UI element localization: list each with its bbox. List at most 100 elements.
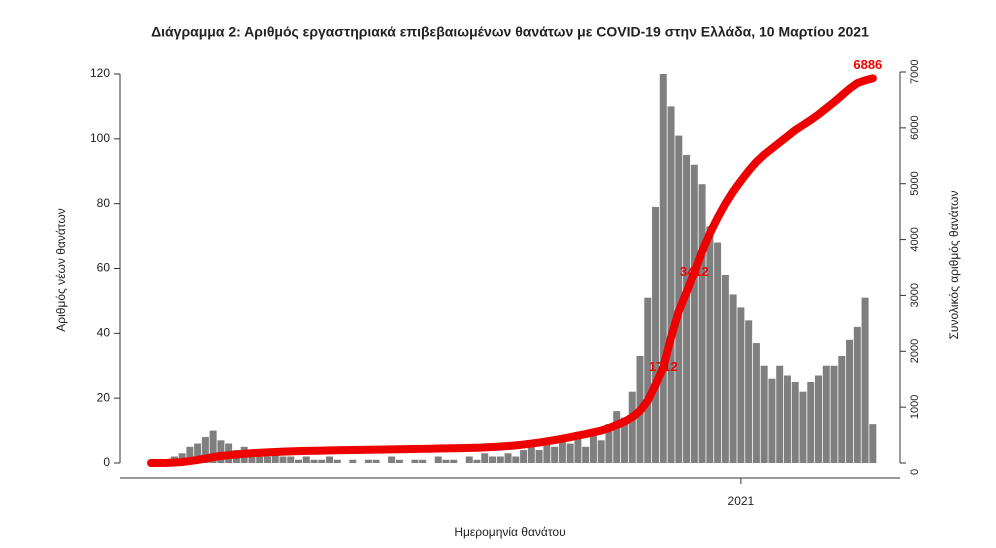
y-tick-label: 80 bbox=[97, 196, 111, 210]
y2-tick-label: 7000 bbox=[909, 60, 921, 84]
bar bbox=[434, 456, 442, 463]
bar bbox=[512, 456, 520, 463]
bar bbox=[194, 443, 202, 463]
bar bbox=[737, 307, 745, 463]
bar bbox=[349, 459, 357, 463]
y-tick-label: 100 bbox=[90, 131, 110, 145]
bar bbox=[574, 437, 582, 463]
bar bbox=[248, 453, 256, 463]
bar bbox=[209, 430, 217, 463]
bar bbox=[364, 459, 372, 463]
bar bbox=[496, 456, 504, 463]
bar bbox=[644, 297, 652, 463]
y2-tick-label: 0 bbox=[909, 469, 921, 475]
value-label: 6886 bbox=[853, 57, 882, 72]
bar bbox=[527, 446, 535, 463]
y2-tick-label: 4000 bbox=[909, 227, 921, 251]
bar bbox=[752, 343, 760, 463]
bar bbox=[318, 459, 326, 463]
bar bbox=[768, 378, 776, 463]
bar bbox=[489, 456, 497, 463]
bar bbox=[372, 459, 380, 463]
bar bbox=[310, 459, 318, 463]
bar bbox=[504, 453, 512, 463]
bar bbox=[869, 424, 877, 463]
bar bbox=[791, 381, 799, 463]
x-tick-label: 2021 bbox=[728, 494, 755, 508]
bar bbox=[201, 437, 209, 463]
bar bbox=[605, 424, 613, 463]
bar bbox=[217, 440, 225, 463]
bar bbox=[807, 381, 815, 463]
bar bbox=[815, 375, 822, 463]
y2-axis-label: Συνολικός αριθμός θανάτων bbox=[947, 190, 961, 339]
bar bbox=[186, 446, 194, 463]
y2-tick-label: 2000 bbox=[909, 339, 921, 363]
bar bbox=[675, 135, 683, 463]
bar bbox=[481, 453, 489, 463]
bar bbox=[551, 446, 559, 463]
bar bbox=[853, 326, 861, 463]
bar bbox=[263, 456, 271, 463]
x-axis-label: Ημερομηνία θανάτου bbox=[454, 525, 565, 539]
bar bbox=[706, 226, 714, 463]
bar bbox=[333, 459, 341, 463]
bar bbox=[698, 184, 706, 463]
bar bbox=[582, 446, 590, 463]
y2-tick-label: 1000 bbox=[909, 395, 921, 419]
bar bbox=[520, 450, 528, 463]
bar bbox=[861, 297, 869, 463]
y-axis-label: Αριθμός νέων θανάτων bbox=[54, 208, 68, 331]
bar bbox=[667, 106, 675, 464]
value-label: 3412 bbox=[680, 264, 709, 279]
bar bbox=[388, 456, 396, 463]
bar bbox=[690, 164, 698, 463]
bar bbox=[535, 450, 543, 463]
cumulative-line bbox=[147, 74, 877, 467]
bar bbox=[659, 74, 667, 463]
bar bbox=[465, 456, 473, 463]
bar bbox=[799, 391, 807, 463]
y2-tick-label: 6000 bbox=[909, 115, 921, 139]
bar bbox=[760, 365, 768, 463]
bar bbox=[776, 365, 784, 463]
bar bbox=[830, 365, 838, 463]
bar bbox=[558, 440, 566, 463]
bar bbox=[450, 459, 458, 463]
y2-tick-label: 3000 bbox=[909, 283, 921, 307]
bar bbox=[620, 417, 628, 463]
bar bbox=[846, 339, 854, 463]
bar bbox=[543, 443, 551, 463]
bar bbox=[652, 206, 660, 464]
bar bbox=[442, 459, 450, 463]
y-tick-label: 40 bbox=[97, 326, 111, 340]
value-label: 1712 bbox=[649, 359, 678, 374]
bar bbox=[597, 440, 605, 463]
y-tick-label: 60 bbox=[97, 261, 111, 275]
bar bbox=[271, 453, 279, 463]
y-tick-label: 0 bbox=[103, 455, 110, 469]
bar bbox=[683, 155, 691, 463]
bar bbox=[395, 459, 403, 463]
chart-title: Διάγραμμα 2: Αριθμός εργαστηριακά επιβεβ… bbox=[151, 24, 869, 40]
bar bbox=[419, 459, 427, 463]
y2-tick-label: 5000 bbox=[909, 171, 921, 195]
bar bbox=[838, 356, 846, 463]
bar bbox=[302, 456, 310, 463]
y-tick-label: 20 bbox=[97, 390, 111, 404]
bar bbox=[411, 459, 419, 463]
bar bbox=[628, 391, 636, 463]
bar bbox=[714, 242, 722, 463]
bar bbox=[783, 375, 791, 463]
bar bbox=[287, 456, 295, 463]
bar bbox=[613, 411, 621, 463]
bar bbox=[822, 365, 830, 463]
bar bbox=[589, 433, 597, 463]
bar bbox=[473, 459, 481, 463]
bar bbox=[729, 294, 737, 463]
bar bbox=[721, 274, 729, 463]
bar bbox=[326, 456, 334, 463]
y-tick-label: 120 bbox=[90, 66, 110, 80]
bar bbox=[279, 456, 287, 463]
bar bbox=[566, 443, 574, 463]
